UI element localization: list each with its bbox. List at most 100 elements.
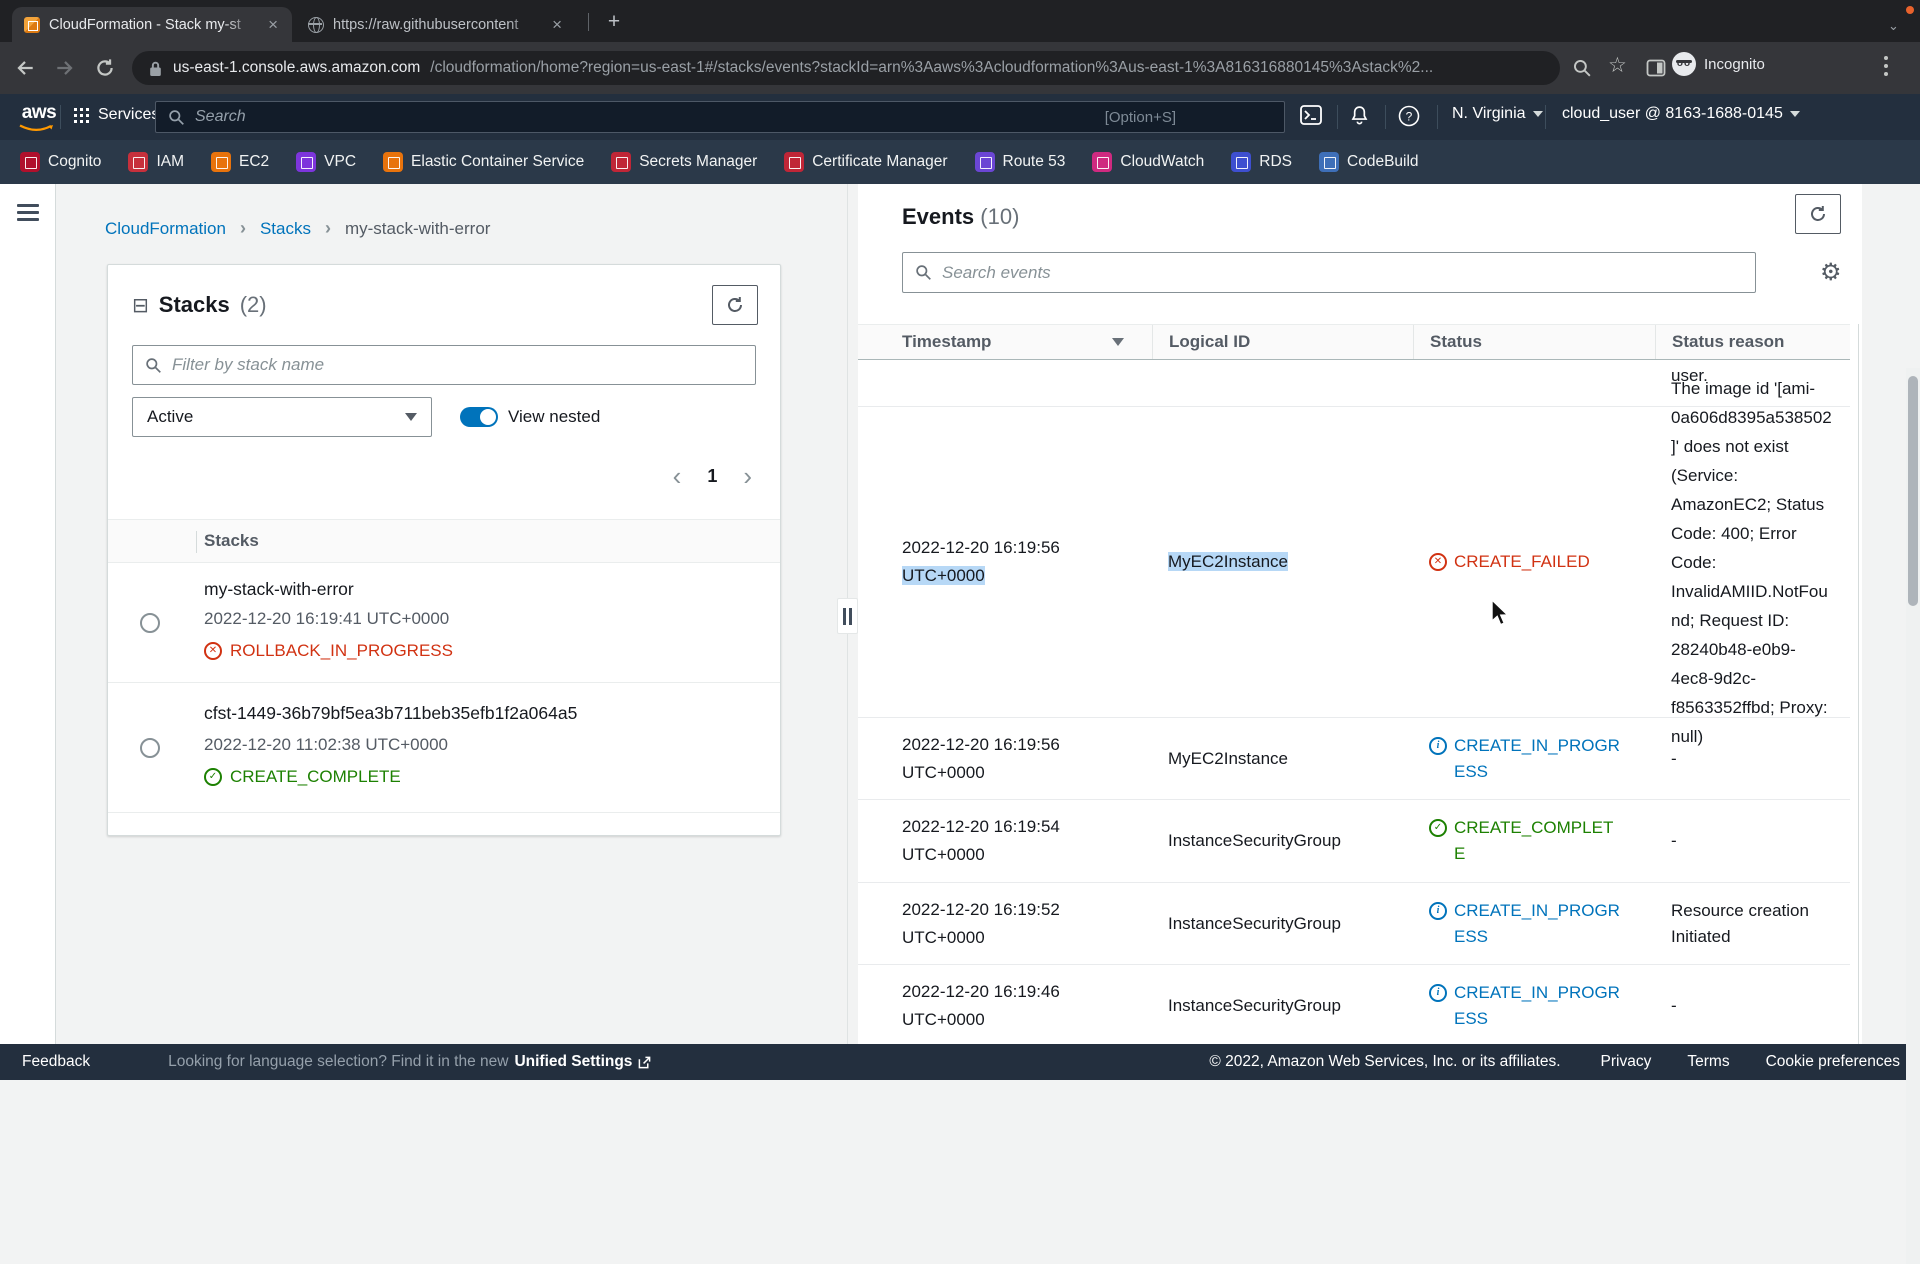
console-search[interactable]: [Option+S] [155,101,1285,133]
favorite-secrets-manager[interactable]: Secrets Manager [611,152,757,172]
browser-tab-github[interactable]: https://raw.githubusercontent × [296,7,576,42]
stack-created: 2022-12-20 16:19:41 UTC+0000 [204,609,450,628]
favorite-codebuild[interactable]: CodeBuild [1319,152,1419,172]
stack-name[interactable]: my-stack-with-error [204,579,354,599]
event-logical-id: MyEC2Instance [1168,748,1288,768]
cloudwatch-icon [1092,152,1113,172]
column-timestamp[interactable]: Timestamp [902,325,1152,359]
page-number[interactable]: 1 [707,465,718,486]
events-table: Timestamp Logical ID Status Status reaso… [858,324,1850,1044]
feedback-link[interactable]: Feedback [22,1053,91,1070]
bookmark-star-icon[interactable]: ☆ [1608,54,1627,77]
breadcrumb-cloudformation[interactable]: CloudFormation [105,218,226,238]
events-scrollbar[interactable] [1858,324,1859,1044]
region-selector[interactable]: N. Virginia [1452,105,1543,123]
console-search-input[interactable] [195,108,1095,126]
reload-icon[interactable] [94,57,116,79]
breadcrumb-current: my-stack-with-error [344,218,491,238]
aws-logo[interactable]: aws [18,102,60,133]
tab-title: CloudFormation - Stack my-st [49,16,241,33]
event-status[interactable]: i CREATE_IN_PROGRESS [1429,980,1655,1032]
events-search[interactable] [902,252,1756,293]
stack-name[interactable]: cfst-1449-36b79bf5ea3b711beb35efb1f2a064… [204,703,578,723]
stack-radio[interactable] [140,737,160,758]
events-refresh-button[interactable] [1795,194,1841,234]
stack-row-cfst[interactable]: cfst-1449-36b79bf5ea3b711beb35efb1f2a064… [108,683,780,813]
terms-link[interactable]: Terms [1687,1053,1730,1070]
breadcrumb-stacks[interactable]: Stacks [259,218,311,238]
scrollbar-thumb[interactable] [1908,376,1918,606]
favorite-vpc[interactable]: VPC [296,152,356,172]
cloudshell-button[interactable] [1300,105,1322,125]
events-search-input[interactable] [942,262,1743,283]
status-reason: Resource creation Initiated [1671,900,1809,946]
favorite-cloudwatch[interactable]: CloudWatch [1092,152,1204,172]
browser-tab-cloudformation[interactable]: CloudFormation - Stack my-st × [12,7,292,42]
back-icon[interactable] [14,57,36,79]
page-scrollbar[interactable] [1906,368,1920,1264]
stack-row-my-stack-with-error[interactable]: my-stack-with-error 2022-12-20 16:19:41 … [108,563,780,683]
account-menu[interactable]: cloud_user @ 8163-1688-0145 [1562,105,1800,123]
prev-page-icon[interactable]: ‹ [672,461,682,491]
stack-radio[interactable] [140,612,160,633]
notifications-button[interactable] [1349,105,1370,126]
view-nested-toggle[interactable] [460,407,498,427]
event-status[interactable]: i CREATE_IN_PROGRESS [1429,898,1655,950]
ec2-icon [211,152,231,172]
events-panel: Events (10) ⚙ Timestamp Logical ID Statu… [858,184,1862,1044]
hamburger-menu-icon[interactable] [17,204,39,225]
incognito-label: Incognito [1704,55,1765,73]
search-shortcut: [Option+S] [1104,108,1176,126]
search-icon [146,357,161,373]
new-tab-button[interactable]: + [607,10,621,33]
unified-settings-link[interactable]: Unified Settings [514,1053,633,1070]
favorite-certificate-manager[interactable]: Certificate Manager [784,152,948,172]
stack-status: ✓ CREATE_COMPLETE [204,767,401,787]
column-status[interactable]: Status [1413,325,1655,359]
rds-icon [1231,152,1252,172]
notification-dot [1906,6,1914,14]
column-status-reason[interactable]: Status reason [1655,325,1850,359]
address-bar[interactable]: us-east-1.console.aws.amazon.com /cloudf… [132,51,1560,85]
tab-title: https://raw.githubusercontent [333,16,519,33]
refresh-icon [1811,206,1825,221]
close-tab-icon[interactable]: × [268,15,278,34]
privacy-link[interactable]: Privacy [1600,1053,1652,1070]
vpc-icon [296,152,317,172]
chevron-down-icon[interactable]: ⌄ [1888,18,1899,33]
favorite-ecs[interactable]: Elastic Container Service [383,152,584,172]
cloudformation-favicon [24,16,40,33]
selected-text: UTC+0000 [902,566,985,585]
help-button[interactable]: ? [1398,105,1420,127]
favorite-cognito[interactable]: Cognito [20,152,101,172]
stacks-refresh-button[interactable] [712,285,758,325]
services-label: Services [98,106,160,123]
help-icon: ? [1398,105,1420,127]
forward-icon[interactable] [54,57,76,79]
favorite-rds[interactable]: RDS [1231,152,1292,172]
close-tab-icon[interactable]: × [552,15,562,34]
stack-filter[interactable] [132,345,756,385]
side-panel-icon[interactable] [1646,58,1666,78]
zoom-icon[interactable] [1572,58,1593,79]
url-path: /cloudformation/home?region=us-east-1#/s… [430,59,1434,76]
favorite-iam[interactable]: IAM [128,152,184,172]
next-page-icon[interactable]: › [743,461,752,491]
favorite-route53[interactable]: Route 53 [974,152,1065,172]
stack-filter-input[interactable] [172,355,743,375]
favorite-ec2[interactable]: EC2 [211,152,269,172]
event-status[interactable]: i CREATE_IN_PROGRESS [1429,733,1655,785]
console-footer: Feedback Looking for language selection?… [0,1044,1920,1080]
cookie-preferences-link[interactable]: Cookie preferences [1765,1053,1900,1070]
pane-resize-handle[interactable] [837,598,858,634]
error-icon: ✕ [1429,553,1447,571]
collapse-icon[interactable]: ⊟ [132,294,149,317]
browser-menu-icon[interactable] [1884,56,1888,80]
column-logical-id[interactable]: Logical ID [1152,325,1413,359]
status-reason: - [1671,748,1677,768]
selected-text: MyEC2Instance [1168,552,1288,571]
gear-icon[interactable]: ⚙ [1820,258,1842,286]
services-menu[interactable]: Services [74,106,159,124]
stack-status-dropdown[interactable]: Active [132,397,432,437]
iam-icon [128,152,149,172]
